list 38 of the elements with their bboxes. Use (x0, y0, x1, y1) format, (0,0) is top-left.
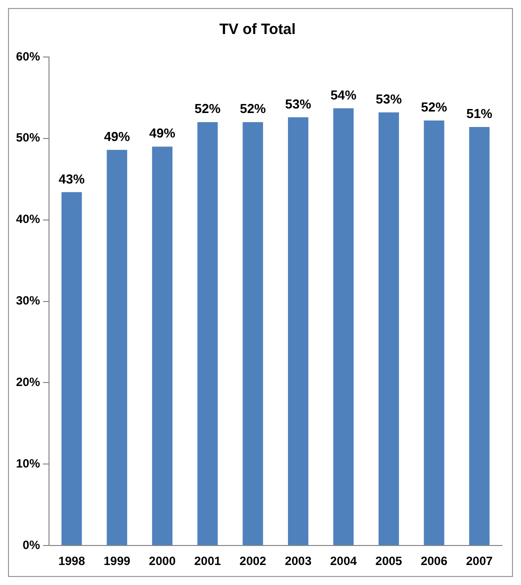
bar (152, 146, 172, 546)
bar (61, 192, 82, 546)
y-tick-label: 0% (22, 538, 40, 552)
bar (378, 112, 399, 546)
data-label: 53% (376, 91, 402, 106)
x-tick-label: 2003 (284, 554, 312, 568)
bar (242, 122, 264, 546)
chart-title: TV of Total (219, 21, 296, 38)
x-tick-label: 2000 (148, 554, 176, 568)
data-label: 51% (466, 106, 493, 122)
x-tick-label: 1999 (104, 554, 131, 568)
bar (333, 108, 354, 546)
y-tick-label: 20% (16, 375, 40, 390)
x-tick-label: 1998 (58, 554, 86, 568)
y-tick-label: 60% (16, 49, 40, 64)
bar (424, 120, 444, 546)
data-label: 54% (330, 87, 357, 102)
bar (469, 127, 490, 546)
bar (106, 150, 128, 546)
data-label: 49% (104, 128, 130, 144)
bar (288, 117, 308, 546)
data-label: 52% (240, 101, 266, 116)
data-label: 53% (285, 96, 312, 112)
x-tick-label: 2002 (240, 554, 267, 568)
y-tick-label: 50% (16, 130, 40, 145)
y-tick-label: 10% (16, 456, 40, 470)
x-tick-label: 2004 (330, 554, 358, 568)
y-tick-label: 40% (16, 212, 40, 226)
bar (197, 122, 218, 546)
x-tick-label: 2007 (466, 554, 494, 568)
data-label: 43% (58, 171, 86, 186)
x-tick-label: 2005 (375, 554, 402, 568)
data-label: 52% (194, 101, 222, 116)
data-label: 49% (149, 126, 176, 141)
y-tick-label: 30% (16, 294, 40, 308)
x-tick-label: 2001 (194, 554, 222, 568)
data-label: 52% (421, 100, 448, 115)
x-tick-label: 2006 (420, 554, 448, 568)
